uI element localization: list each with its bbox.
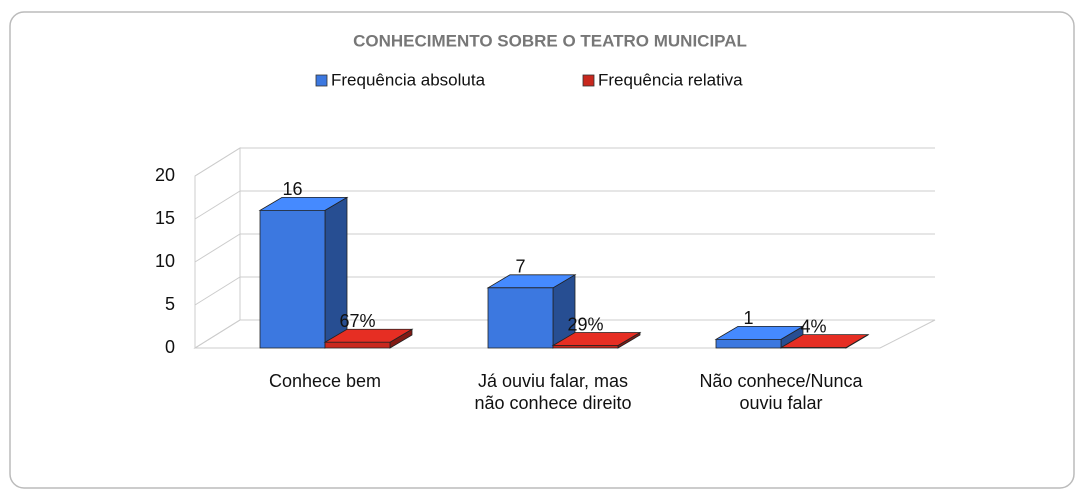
- grid-line: [194, 190, 935, 220]
- bar: [714, 325, 805, 349]
- data-label: 29%: [567, 314, 603, 334]
- bar-front: [552, 345, 619, 349]
- data-label: 67%: [339, 311, 375, 331]
- y-tick-label: 20: [155, 165, 175, 185]
- bar-front: [715, 339, 782, 349]
- grid-line: [194, 233, 935, 263]
- bar: [779, 333, 870, 349]
- data-label: 7: [515, 257, 525, 277]
- data-label: 16: [282, 179, 302, 199]
- bar: [323, 328, 414, 349]
- legend-label: Frequência relativa: [598, 70, 743, 89]
- bar: [258, 196, 349, 349]
- y-tick-label: 10: [155, 251, 175, 271]
- bar-front: [487, 287, 554, 349]
- grid-line: [194, 147, 935, 177]
- legend-label: Frequência absoluta: [331, 70, 486, 89]
- grid-line: [194, 319, 935, 349]
- grid-line: [194, 276, 935, 306]
- y-tick-label: 0: [165, 337, 175, 357]
- bar-front: [324, 341, 391, 349]
- y-tick-label: 5: [165, 294, 175, 314]
- bar-front: [259, 210, 326, 349]
- x-tick-label: Conhece bem: [268, 371, 382, 391]
- data-label: 4%: [800, 316, 826, 336]
- data-label: 1: [743, 308, 753, 328]
- chart-title: CONHECIMENTO SOBRE O TEATRO MUNICIPAL: [353, 31, 747, 50]
- chart-frame: [9, 11, 1075, 489]
- y-tick-label: 15: [155, 208, 175, 228]
- x-tick-label: Não conhece/Nunca ouviu falar: [699, 371, 863, 413]
- legend-swatch: [582, 74, 595, 87]
- legend-swatch: [315, 74, 328, 87]
- bar: [486, 274, 577, 349]
- x-tick-label: Já ouviu falar, mas não conhece direito: [474, 371, 632, 413]
- bar: [551, 331, 642, 349]
